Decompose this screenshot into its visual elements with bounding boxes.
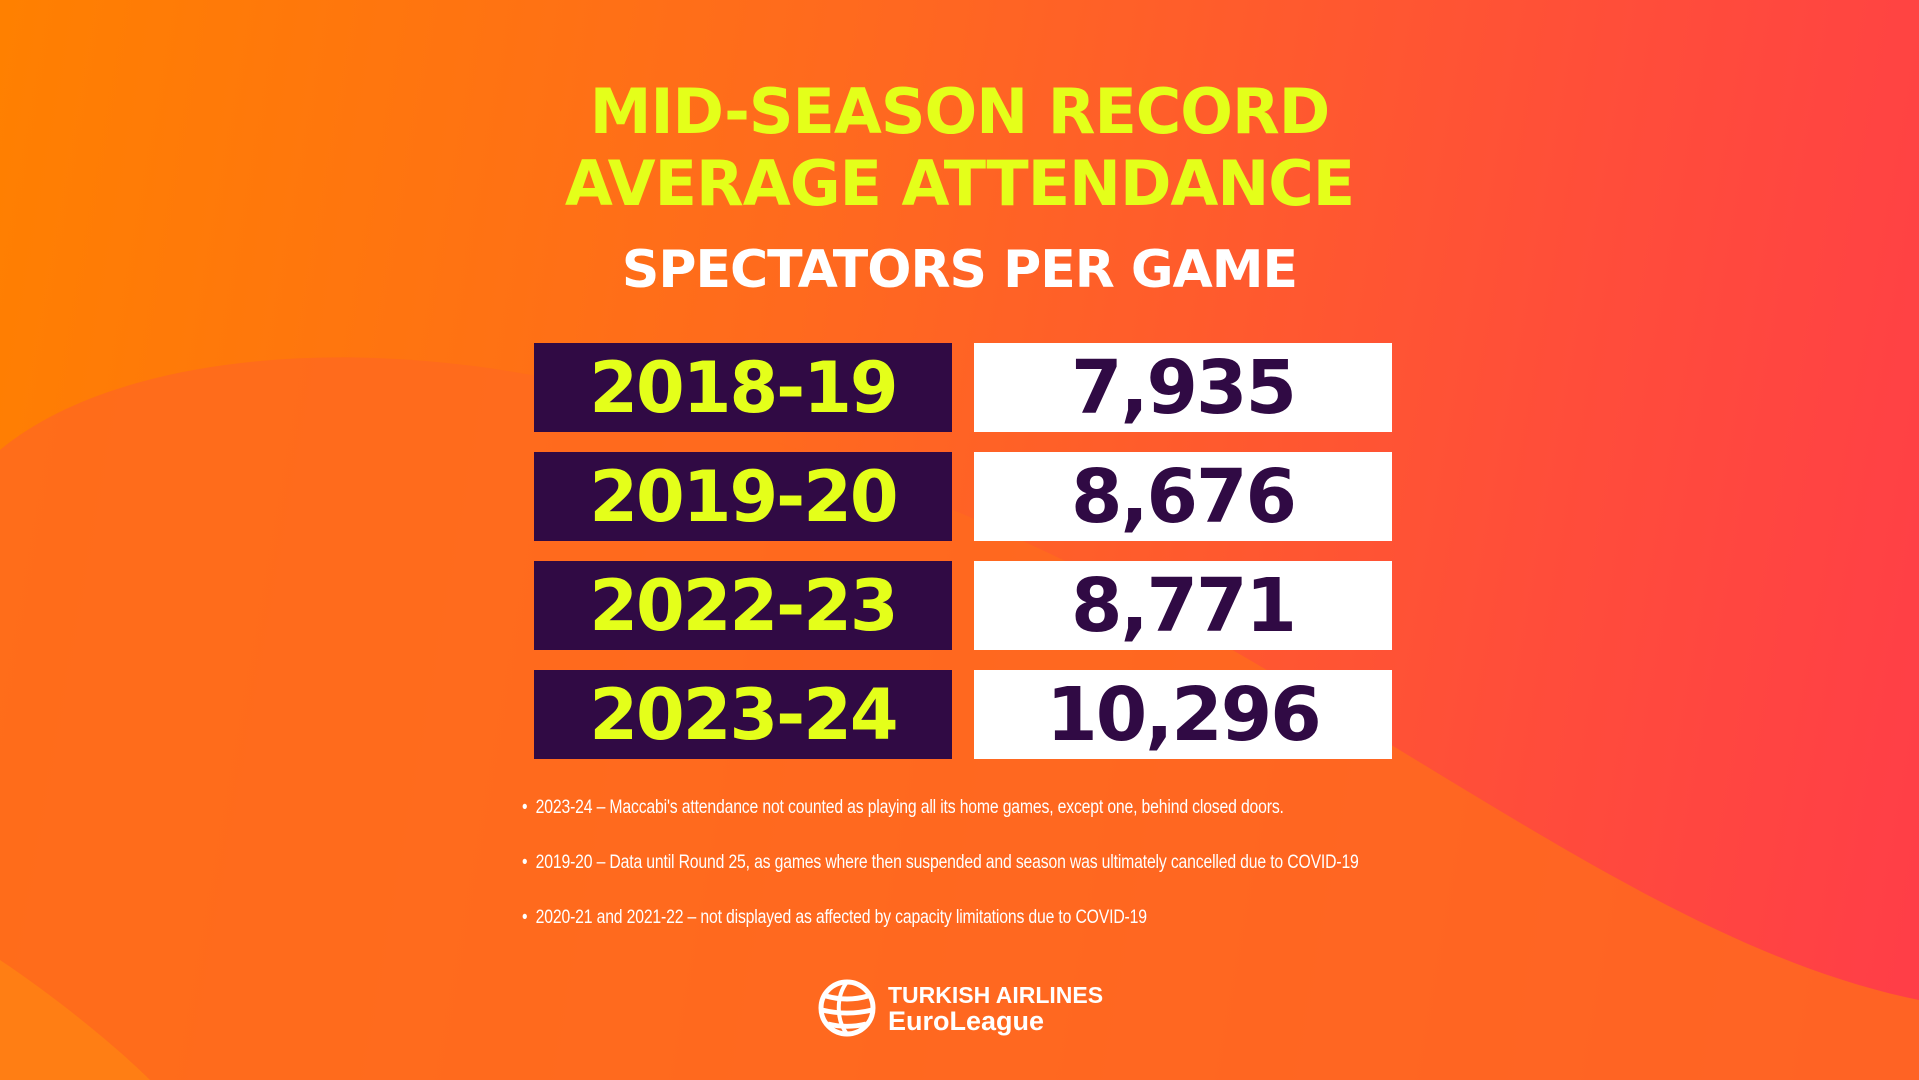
footnote: 2023-24 – Maccabi's attendance not count…	[522, 796, 1352, 820]
season-cell: 2023-24	[534, 670, 952, 759]
value-cell: 7,935	[974, 343, 1392, 432]
euroleague-ball-icon	[818, 979, 876, 1037]
logo-text-league: EuroLeague	[888, 1006, 1045, 1036]
title-line-2: AVERAGE ATTENDANCE	[564, 147, 1355, 220]
value-cell: 8,676	[974, 452, 1392, 541]
subtitle: SPECTATORS PER GAME	[621, 240, 1298, 300]
season-cell: 2019-20	[534, 452, 952, 541]
table-row: 2019-20 8,676	[534, 452, 1392, 541]
value-cell: 10,296	[974, 670, 1392, 759]
footnote: 2020-21 and 2021-22 – not displayed as a…	[522, 906, 1352, 930]
footnote: 2019-20 – Data until Round 25, as games …	[522, 851, 1359, 875]
logo-text-sponsor: TURKISH AIRLINES	[888, 982, 1104, 1008]
table-row: 2023-24 10,296	[534, 670, 1392, 759]
value-cell: 8,771	[974, 561, 1392, 650]
table-row: 2022-23 8,771	[534, 561, 1392, 650]
title-line-1: MID-SEASON RECORD	[589, 75, 1330, 148]
table-row: 2018-19 7,935	[534, 343, 1392, 432]
footnotes: 2023-24 – Maccabi's attendance not count…	[522, 796, 1522, 961]
euroleague-logo: TURKISH AIRLINES EuroLeague	[818, 978, 1118, 1038]
attendance-table: 2018-19 7,935 2019-20 8,676 2022-23 8,77…	[534, 343, 1392, 779]
season-cell: 2018-19	[534, 343, 952, 432]
season-cell: 2022-23	[534, 561, 952, 650]
